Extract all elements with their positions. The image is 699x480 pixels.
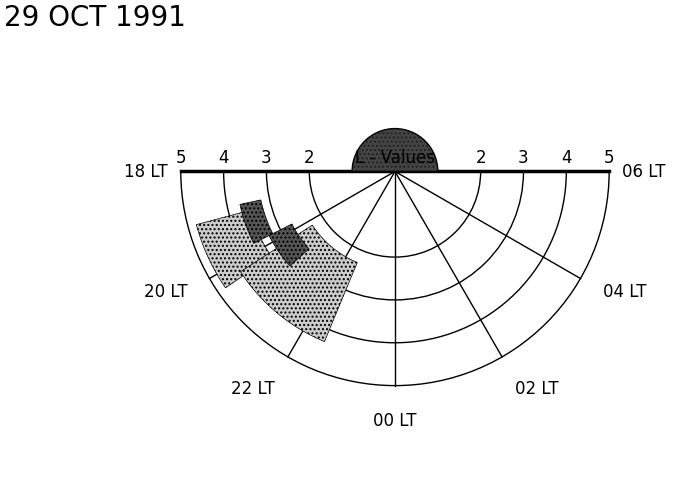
Text: 3: 3	[261, 149, 272, 167]
Text: L - Values: L - Values	[355, 149, 435, 167]
Polygon shape	[196, 211, 271, 288]
Wedge shape	[352, 129, 438, 172]
Text: 20 LT: 20 LT	[143, 283, 187, 301]
Text: 4: 4	[561, 149, 572, 167]
Text: 2: 2	[304, 149, 315, 167]
Text: 3: 3	[518, 149, 529, 167]
Text: 22 LT: 22 LT	[231, 379, 275, 397]
Polygon shape	[269, 225, 309, 266]
Text: 4: 4	[218, 149, 229, 167]
Text: 00 LT: 00 LT	[373, 411, 417, 430]
Text: 18 LT: 18 LT	[124, 163, 168, 181]
Text: 06 LT: 06 LT	[622, 163, 665, 181]
Text: 2: 2	[475, 149, 486, 167]
Text: 04 LT: 04 LT	[603, 283, 646, 301]
Text: 5: 5	[175, 149, 186, 167]
Text: 29 OCT 1991: 29 OCT 1991	[4, 4, 186, 32]
Text: 5: 5	[604, 149, 614, 167]
Polygon shape	[240, 226, 357, 342]
Polygon shape	[240, 201, 273, 244]
Text: 02 LT: 02 LT	[515, 379, 559, 397]
